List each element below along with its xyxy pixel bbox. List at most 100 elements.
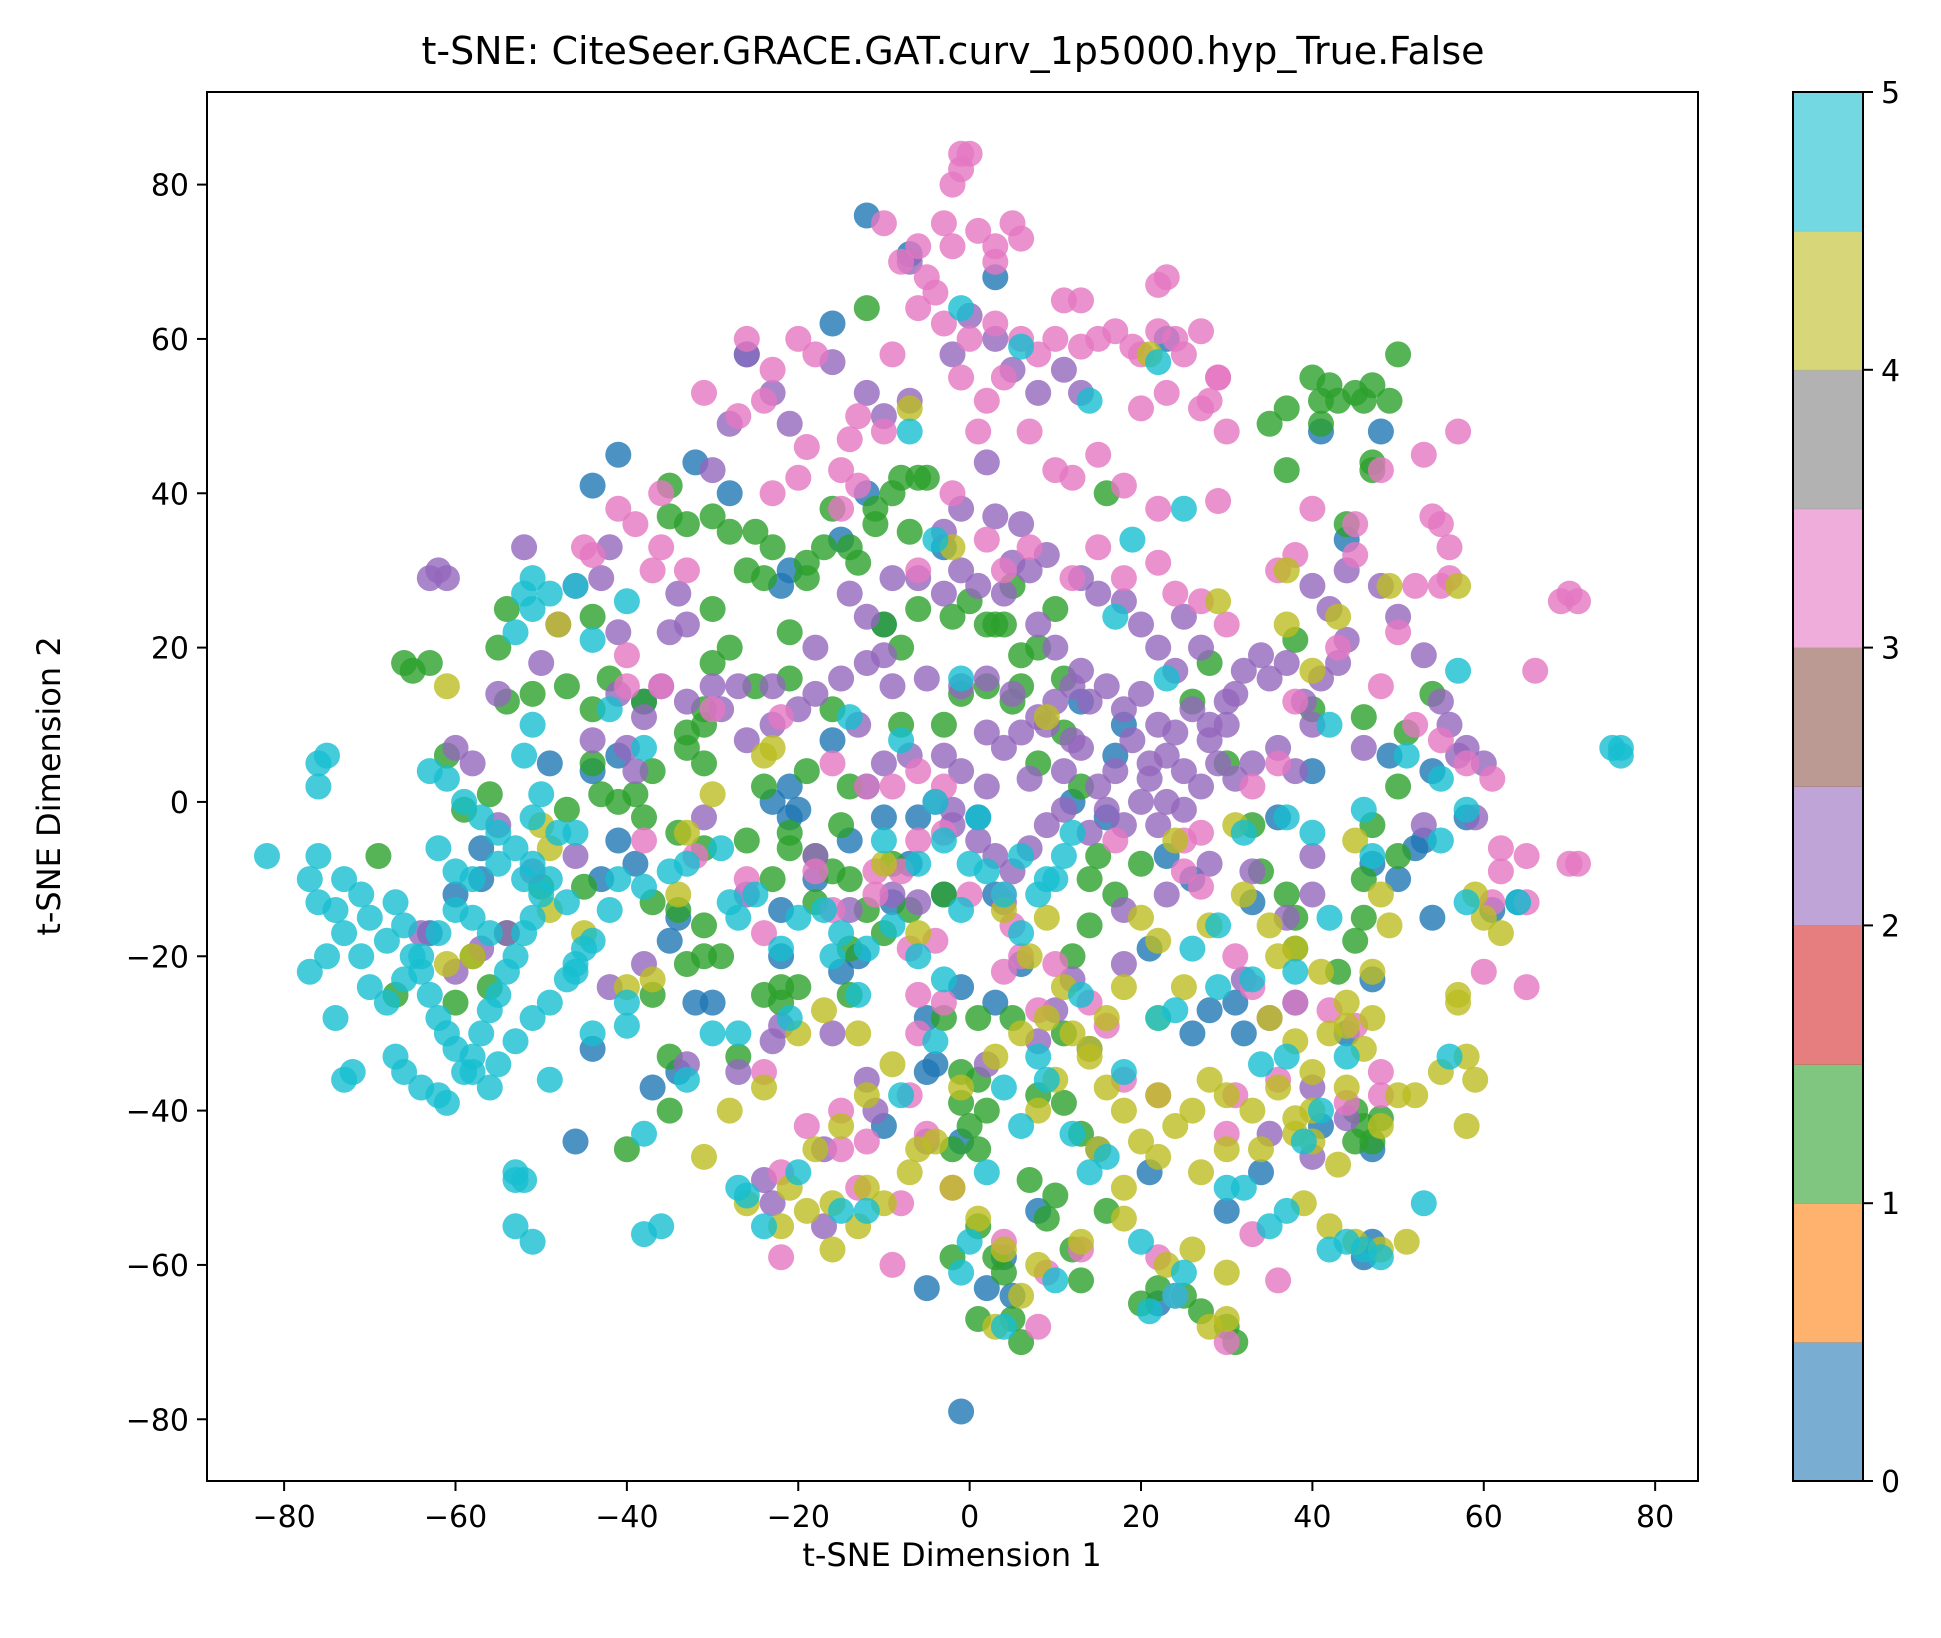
point-class-3 (982, 310, 1009, 337)
point-class-1 (553, 796, 580, 823)
point-class-5 (502, 1213, 529, 1240)
point-class-0 (468, 835, 495, 862)
point-class-3 (1565, 850, 1591, 877)
point-class-5 (870, 827, 897, 854)
point-class-5 (1119, 526, 1146, 553)
point-class-5 (519, 596, 546, 622)
point-class-4 (982, 1043, 1009, 1070)
point-class-4 (1359, 1005, 1386, 1031)
point-class-3 (930, 210, 957, 237)
point-class-4 (939, 1174, 966, 1201)
point-class-4 (965, 1205, 992, 1232)
point-class-2 (1068, 657, 1094, 684)
point-class-2 (1050, 758, 1077, 785)
point-class-5 (605, 866, 632, 893)
point-class-4 (545, 611, 572, 638)
x-tick-label: 40 (1293, 1500, 1331, 1535)
point-class-4 (691, 1143, 717, 1170)
point-class-2 (973, 773, 1000, 800)
point-class-5 (485, 1051, 512, 1078)
point-class-3 (785, 464, 812, 491)
point-class-4 (1445, 572, 1472, 599)
point-class-1 (1016, 1167, 1043, 1193)
point-class-3 (1153, 379, 1180, 406)
point-class-5 (373, 989, 400, 1016)
point-class-4 (1333, 1074, 1360, 1101)
point-class-4 (751, 742, 777, 769)
point-class-2 (939, 341, 966, 368)
point-class-1 (956, 1113, 983, 1139)
point-class-0 (1213, 1197, 1240, 1224)
point-class-3 (990, 958, 1017, 985)
point-class-3 (1367, 457, 1394, 484)
point-class-2 (1110, 951, 1137, 977)
point-class-5 (631, 873, 657, 900)
point-class-2 (699, 457, 726, 484)
point-class-1 (476, 781, 503, 808)
point-class-3 (1419, 503, 1446, 530)
point-class-5 (1093, 1143, 1120, 1170)
point-class-3 (605, 495, 632, 522)
point-class-5 (425, 835, 452, 862)
point-class-5 (819, 943, 846, 970)
point-class-2 (1170, 603, 1197, 630)
point-class-5 (579, 1020, 606, 1047)
point-class-1 (656, 1097, 683, 1124)
point-class-1 (1273, 395, 1300, 422)
point-class-5 (254, 843, 280, 869)
point-class-3 (1385, 619, 1412, 646)
point-class-2 (699, 673, 726, 700)
point-class-4 (1342, 827, 1369, 854)
point-class-5 (948, 1259, 975, 1286)
point-class-1 (1042, 1182, 1069, 1209)
point-class-3 (819, 750, 846, 777)
point-class-5 (519, 904, 546, 931)
point-class-4 (905, 920, 932, 947)
point-class-3 (648, 480, 675, 507)
point-class-1 (1308, 410, 1334, 437)
point-class-3 (879, 1251, 906, 1278)
point-class-5 (1205, 912, 1232, 939)
point-class-0 (819, 727, 846, 754)
point-class-1 (1359, 372, 1386, 399)
point-class-5 (965, 804, 992, 831)
point-class-3 (1342, 542, 1369, 568)
point-class-4 (1367, 881, 1394, 908)
point-class-5 (1505, 889, 1532, 916)
point-class-4 (853, 1082, 880, 1109)
point-class-0 (656, 927, 683, 954)
point-class-5 (519, 1005, 546, 1031)
point-class-3 (853, 1128, 880, 1155)
point-class-2 (442, 734, 469, 761)
point-class-4 (1367, 1113, 1394, 1139)
point-class-1 (553, 673, 580, 700)
point-class-2 (1025, 379, 1052, 406)
point-class-3 (725, 403, 752, 430)
point-class-2 (459, 750, 486, 777)
point-class-1 (836, 534, 863, 561)
colorbar-band (1793, 369, 1863, 510)
point-class-5 (1050, 843, 1077, 869)
point-class-3 (1565, 588, 1591, 615)
point-class-4 (1325, 603, 1352, 630)
point-class-5 (1162, 997, 1189, 1024)
point-class-3 (965, 217, 992, 244)
point-class-5 (1316, 904, 1343, 931)
point-class-5 (1170, 1259, 1197, 1286)
point-class-4 (811, 997, 837, 1024)
point-class-5 (956, 1228, 983, 1255)
x-tick-label: 20 (1122, 1500, 1160, 1535)
point-class-5 (416, 981, 443, 1008)
point-class-5 (725, 1174, 752, 1201)
point-class-1 (1385, 773, 1412, 800)
point-class-5 (631, 1120, 657, 1147)
point-class-1 (1042, 596, 1069, 622)
point-class-1 (1076, 866, 1103, 893)
point-class-4 (459, 943, 486, 970)
point-class-5 (502, 1167, 529, 1193)
point-class-3 (905, 758, 932, 785)
point-class-5 (1367, 1244, 1394, 1271)
point-class-0 (536, 750, 563, 777)
point-class-3 (639, 557, 666, 584)
point-class-0 (622, 850, 649, 877)
